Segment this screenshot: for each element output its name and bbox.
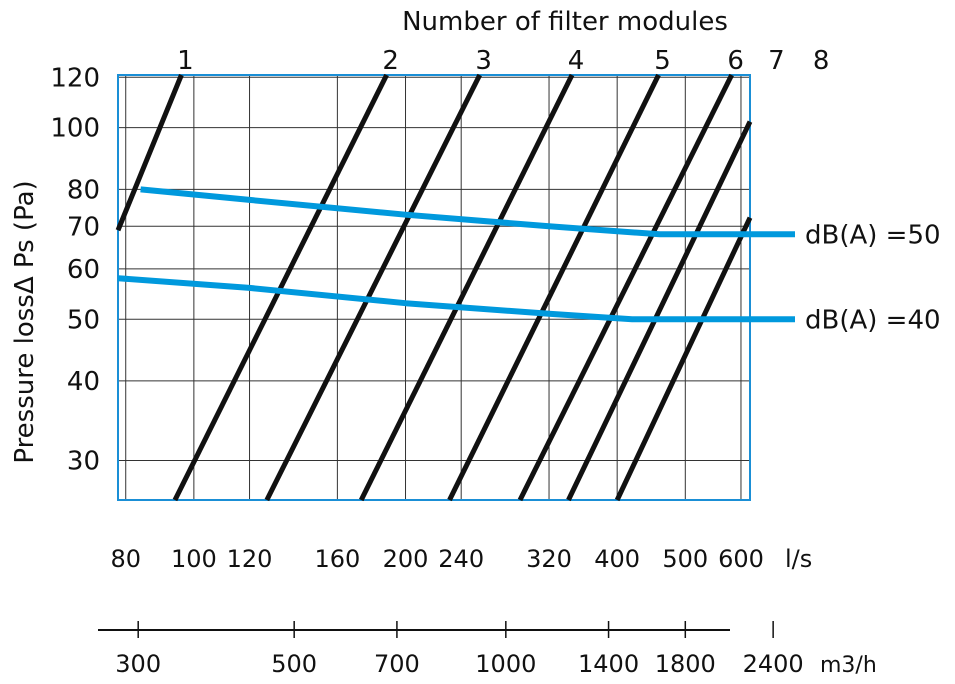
x-tick-label-m3h: 1800	[655, 650, 716, 678]
grid	[118, 75, 750, 500]
noise-curve-40	[117, 275, 795, 323]
x-tick-label-m3h: 500	[271, 650, 317, 678]
x-tick-label-ls: 80	[110, 545, 141, 573]
y-tick-label: 80	[67, 175, 100, 205]
x-tick-label-ls: 120	[227, 545, 273, 573]
module-label-8: 8	[813, 46, 830, 76]
x-tick-label-m3h: 300	[115, 650, 161, 678]
module-line-7	[566, 120, 753, 502]
x-tick-label-m3h: 1000	[475, 650, 536, 678]
x-tick-label-ls: 600	[718, 545, 764, 573]
chart-title: Number of filter modules	[402, 7, 728, 37]
noise-curve-label: dB(A) =50	[805, 220, 941, 250]
series-lines	[115, 73, 753, 502]
module-line-1	[115, 74, 184, 232]
module-line-4	[358, 73, 575, 502]
module-label-3: 3	[475, 46, 492, 76]
x-tick-label-m3h: 1400	[578, 650, 639, 678]
module-label-6: 6	[727, 46, 744, 76]
plot-frame	[117, 74, 751, 501]
y-tick-label: 60	[67, 255, 100, 285]
noise-curve-label: dB(A) =40	[805, 305, 941, 335]
y-tick-label: 50	[67, 305, 100, 335]
module-line-2	[172, 73, 389, 502]
x-tick-label-ls: 100	[171, 545, 217, 573]
x-tick-label-m3h: 700	[374, 650, 420, 678]
x-tick-label-ls: 200	[383, 545, 429, 573]
module-line-3	[264, 73, 482, 502]
module-line-6	[517, 73, 734, 502]
x-tick-label-ls: 160	[314, 545, 360, 573]
y-tick-label: 120	[50, 63, 100, 93]
y-tick-label: 100	[50, 114, 100, 144]
x-tick-label-m3h: 2400	[743, 650, 804, 678]
module-label-2: 2	[382, 46, 399, 76]
module-line-8	[614, 216, 753, 502]
x-tick-label-ls: 240	[438, 545, 484, 573]
x-tick-label-ls: 320	[526, 545, 572, 573]
y-tick-label: 30	[67, 446, 100, 476]
y-axis-label: Pressure lossΔ Ps (Pa)	[10, 180, 40, 463]
labels: 30 40 50 60 70 80 100 120 80 100 120 160 200 240 320 40…	[50, 46, 940, 678]
module-label-4: 4	[568, 46, 585, 76]
module-label-7: 7	[768, 46, 785, 76]
noise-curve-50	[140, 186, 795, 238]
x-axis-unit-ls: l/s	[785, 545, 812, 573]
x-tick-label-ls: 500	[662, 545, 708, 573]
x-tick-label-ls: 400	[594, 545, 640, 573]
y-tick-label: 40	[67, 367, 100, 397]
module-line-5	[447, 73, 661, 502]
x-axis-unit-m3h: m3/h	[820, 653, 877, 678]
y-tick-label: 70	[67, 212, 100, 242]
noise-curves	[117, 186, 795, 323]
module-label-5: 5	[654, 46, 671, 76]
module-label-1: 1	[177, 46, 194, 76]
